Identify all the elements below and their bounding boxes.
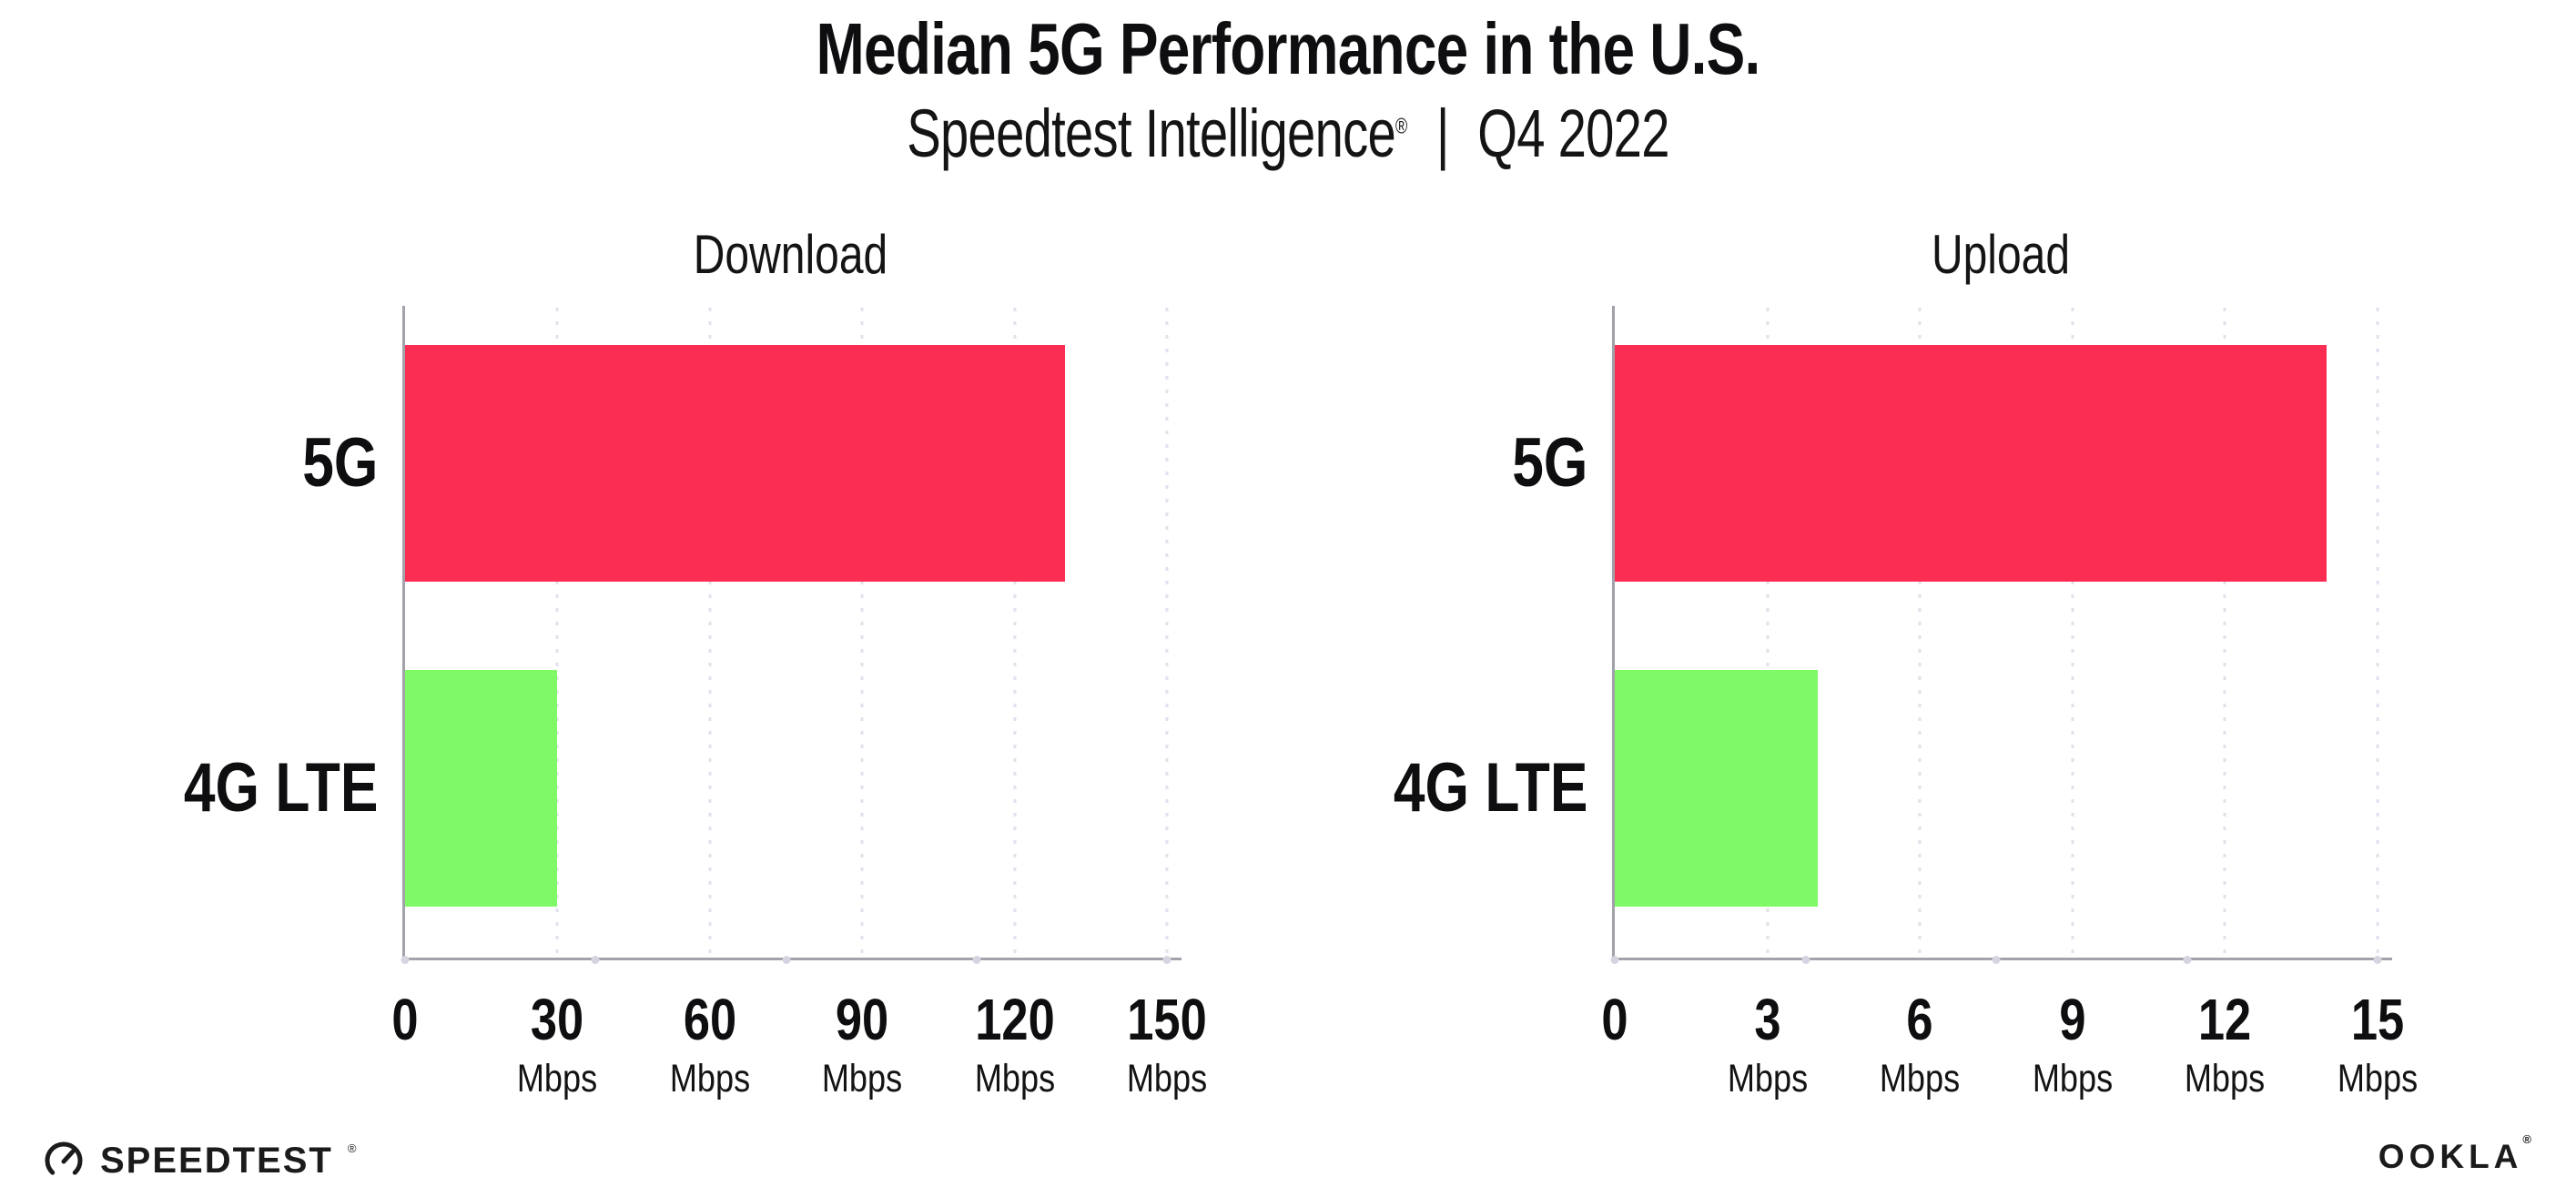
tick-value: 0 xyxy=(391,987,419,1052)
category-label-4g-lte: 4G LTE xyxy=(183,749,378,827)
gridline xyxy=(860,308,864,958)
bar-5g xyxy=(405,344,1066,582)
tick-unit-label: Mbps xyxy=(517,1057,598,1101)
registered-trademark-icon: ® xyxy=(1394,115,1408,139)
x-tick-label: 30 Mbps xyxy=(510,990,605,1099)
x-tick-label: 6 Mbps xyxy=(1872,990,1968,1099)
gridline xyxy=(555,308,559,958)
x-tick-label: 3 Mbps xyxy=(1719,990,1815,1099)
x-tick-label: 90 Mbps xyxy=(815,990,910,1099)
tick-unit-label: Mbps xyxy=(822,1057,903,1101)
subtitle-period: Q4 2022 xyxy=(1477,96,1669,171)
tick-value: 12 xyxy=(2198,987,2252,1052)
category-label-5g: 5G xyxy=(301,423,378,502)
page-subtitle: Speedtest Intelligence® | Q4 2022 xyxy=(309,98,2267,169)
page-title: Median 5G Performance in the U.S. xyxy=(816,8,1761,89)
x-tick-label: 120 Mbps xyxy=(966,990,1063,1099)
axis-tick-dot xyxy=(1801,956,1810,964)
gauge-icon xyxy=(45,1141,83,1180)
download-plot-area: 0 30 Mbps 60 Mbps 90 Mbps 120 Mbps 150 Mbps 5G 4G LT… xyxy=(183,306,1207,1099)
category-label-4g-lte: 4G LTE xyxy=(1393,749,1587,827)
gridline xyxy=(1013,308,1017,958)
upload-plot-area: 0 3 Mbps 6 Mbps 9 Mbps 12 Mbps 15 Mbps 5G 4G LTE xyxy=(1393,306,2418,1099)
speedtest-logo-text: SPEEDTEST xyxy=(100,1141,333,1181)
tick-value: 90 xyxy=(836,987,889,1052)
tick-value: 6 xyxy=(1906,987,1933,1052)
upload-chart-title: Upload xyxy=(1931,224,2071,285)
x-tick-label: 12 Mbps xyxy=(2177,990,2273,1099)
gridline xyxy=(1766,308,1770,958)
subtitle-separator: | xyxy=(1435,96,1450,171)
x-tick-label: 0 xyxy=(1598,990,1631,1049)
x-tick-label: 9 Mbps xyxy=(2024,990,2120,1099)
tick-value: 120 xyxy=(974,987,1055,1052)
tick-value: 0 xyxy=(1601,987,1628,1052)
axis-tick-dot xyxy=(972,956,981,964)
tick-unit-label: Mbps xyxy=(1126,1057,1208,1101)
tick-unit-label: Mbps xyxy=(1727,1057,1808,1101)
axis-tick-dot xyxy=(2183,956,2191,964)
tick-unit-label: Mbps xyxy=(974,1057,1055,1101)
tick-value: 30 xyxy=(531,987,584,1052)
tick-unit-label: Mbps xyxy=(2185,1057,2266,1101)
gridline xyxy=(1918,308,1922,958)
tick-value: 15 xyxy=(2350,987,2405,1052)
ookla-logo-text: OOKLA xyxy=(2378,1138,2523,1175)
x-tick-label: 60 Mbps xyxy=(662,990,757,1099)
subtitle-brand: Speedtest Intelligence xyxy=(907,96,1395,171)
tick-value: 60 xyxy=(683,987,736,1052)
axis-tick-dot xyxy=(2373,956,2382,964)
bar-5g xyxy=(1615,344,2328,582)
x-tick-label: 15 Mbps xyxy=(2329,990,2425,1099)
x-tick-label: 150 Mbps xyxy=(1119,990,1216,1099)
bar-4g-lte xyxy=(405,670,558,908)
tick-unit-label: Mbps xyxy=(1880,1057,1961,1101)
axis-tick-dot xyxy=(782,956,790,964)
tick-unit-label: Mbps xyxy=(2032,1057,2113,1101)
gridline xyxy=(708,308,712,958)
tick-value: 150 xyxy=(1127,987,1207,1052)
bar-4g-lte xyxy=(1615,670,1819,908)
axis-tick-dot xyxy=(1162,956,1171,964)
axis-tick-dot xyxy=(591,956,600,964)
x-tick-label: 0 xyxy=(389,990,421,1049)
registered-trademark-icon: ® xyxy=(2522,1131,2536,1146)
tick-value: 9 xyxy=(2059,987,2086,1052)
speedtest-logo: SPEEDTEST ® xyxy=(42,1139,356,1182)
tick-value: 3 xyxy=(1754,987,1781,1052)
gridline xyxy=(1165,308,1169,958)
axis-tick-dot xyxy=(1610,956,1619,964)
tick-unit-label: Mbps xyxy=(669,1057,750,1101)
category-label-5g: 5G xyxy=(1511,423,1587,502)
gridline xyxy=(2376,308,2379,958)
tick-unit-label: Mbps xyxy=(2337,1057,2419,1101)
ookla-logo: OOKLA® xyxy=(2378,1133,2536,1175)
download-chart-title: Download xyxy=(693,224,888,285)
axis-tick-dot xyxy=(1992,956,2001,964)
gridline xyxy=(2223,308,2226,958)
gridline xyxy=(2071,308,2074,958)
axis-tick-dot xyxy=(401,956,410,964)
registered-trademark-icon: ® xyxy=(347,1141,357,1155)
